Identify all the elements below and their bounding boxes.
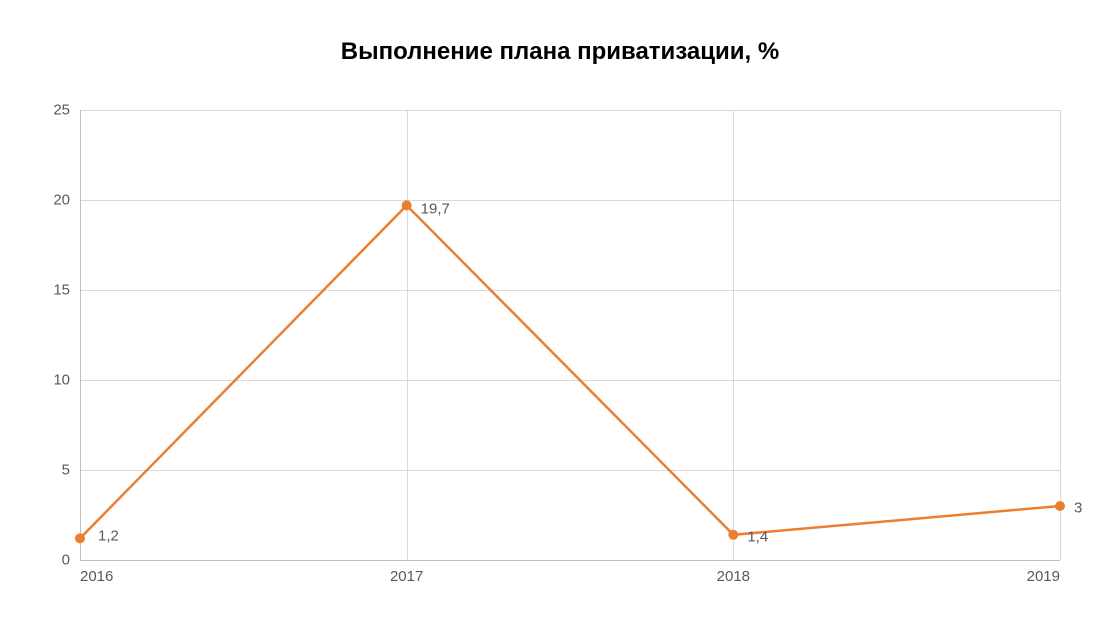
line-series [80, 110, 1060, 560]
chart-container: Выполнение плана приватизации, % 0 5 10 15 2… [0, 0, 1120, 630]
chart-title: Выполнение плана приватизации, % [0, 38, 1120, 66]
x-gridline [1060, 110, 1061, 560]
data-point-marker [75, 533, 85, 543]
data-point-marker [728, 530, 738, 540]
y-tick-label: 15 [53, 282, 80, 299]
data-point-label: 19,7 [421, 201, 450, 218]
x-tick-label: 2016 [80, 560, 113, 585]
data-point-label: 3 [1074, 500, 1082, 517]
series-line [80, 205, 1060, 538]
x-tick-label: 2017 [390, 560, 423, 585]
y-tick-label: 25 [53, 102, 80, 119]
data-point-label: 1,4 [747, 528, 768, 545]
y-gridline [80, 560, 1060, 561]
y-tick-label: 20 [53, 192, 80, 209]
x-tick-label: 2018 [717, 560, 750, 585]
data-point-marker [402, 200, 412, 210]
plot-area: 051015202520162017201820191,219,71,43 [80, 110, 1060, 560]
data-point-marker [1055, 501, 1065, 511]
y-tick-label: 0 [62, 552, 80, 569]
x-tick-label: 2019 [1027, 560, 1060, 585]
data-point-label: 1,2 [98, 528, 119, 545]
y-tick-label: 10 [53, 372, 80, 389]
y-tick-label: 5 [62, 462, 80, 479]
